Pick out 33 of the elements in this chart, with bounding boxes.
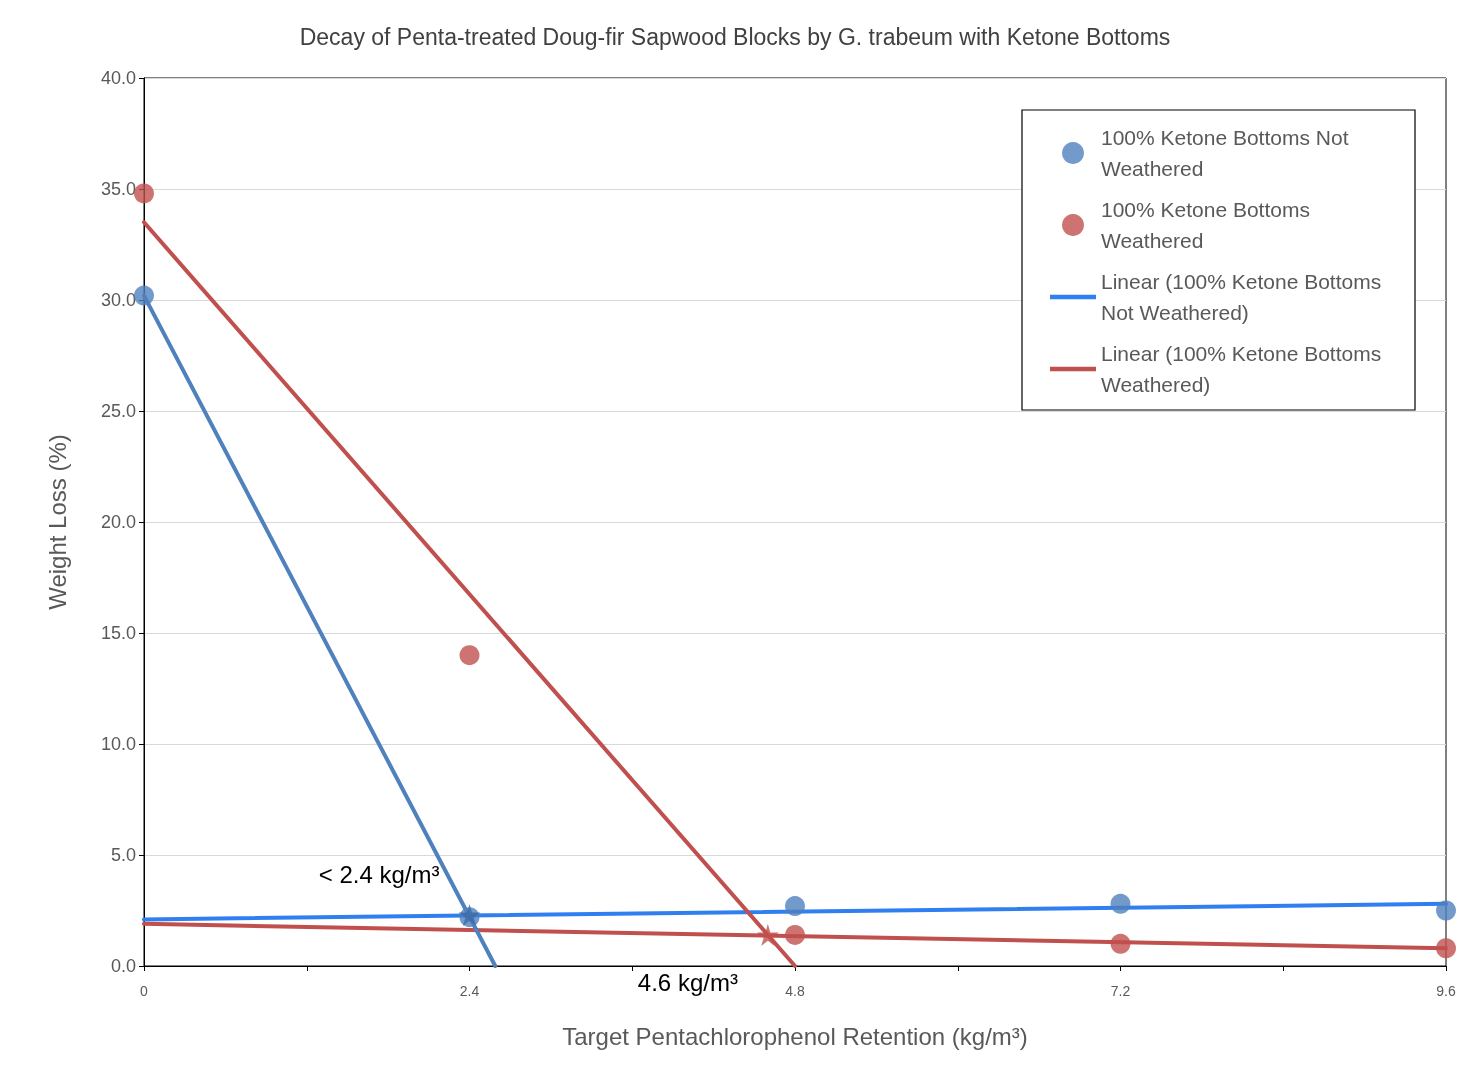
point <box>459 645 480 666</box>
point <box>756 923 779 946</box>
x-tick-label: 0 <box>140 983 149 999</box>
y-tick-label: 0.0 <box>110 956 136 976</box>
chart-title: Decay of Penta-treated Doug-fir Sapwood Blocks by G. trabeum with Ketone Bottoms <box>299 23 1171 50</box>
point <box>785 896 805 917</box>
y-tick-label: 35.0 <box>100 179 136 199</box>
point <box>1436 938 1456 959</box>
legend-label: Linear (100% Ketone Bottoms Not Weathered) <box>1101 270 1388 324</box>
point <box>1110 933 1131 954</box>
point <box>134 285 154 306</box>
y-tick-label: 15.0 <box>100 623 136 643</box>
y-tick-label: 10.0 <box>100 734 136 754</box>
point <box>134 183 154 204</box>
point <box>785 924 805 945</box>
y-tick-label: 25.0 <box>100 401 136 421</box>
y-tick-label: 20.0 <box>100 512 136 532</box>
y-axis-title: Weight Loss (%) <box>43 434 71 610</box>
y-tick-label: 30.0 <box>100 290 136 310</box>
y-tick-label: 40.0 <box>100 68 136 88</box>
legend-label: 100% Ketone Bottoms Weathered <box>1101 198 1316 252</box>
annotation: < 2.4 kg/m³ <box>318 861 440 889</box>
x-tick-label: 4.8 <box>785 983 805 999</box>
x-tick-label: 7.2 <box>1110 983 1131 999</box>
point <box>1436 900 1456 921</box>
point <box>1110 893 1131 914</box>
legend-label: Linear (100% Ketone Bottoms Weathered) <box>1101 342 1388 396</box>
x-axis-title: Target Pentachlorophenol Retention (kg/m³) <box>562 1022 1028 1050</box>
legend-label: 100% Ketone Bottoms Not Weathered <box>1101 126 1355 180</box>
y-tick-label: 5.0 <box>110 845 136 865</box>
x-tick-label: 9.6 <box>1436 983 1456 999</box>
annotation: 4.6 kg/m³ <box>637 969 738 997</box>
x-tick-label: 2.4 <box>459 983 480 999</box>
